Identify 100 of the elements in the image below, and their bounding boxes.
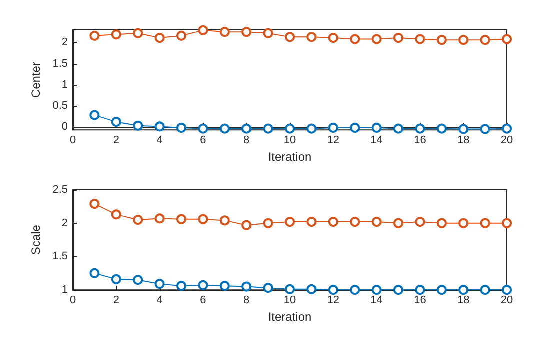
point — [242, 282, 252, 292]
x-tick-label: 20 — [500, 134, 514, 147]
point — [458, 35, 469, 46]
x-tick-label: 10 — [284, 294, 296, 307]
point — [328, 285, 338, 296]
point — [111, 210, 122, 220]
point — [502, 34, 512, 44]
point — [502, 285, 512, 296]
y-axis-title: Center — [28, 62, 43, 98]
point — [436, 124, 447, 134]
y-tick-label: 1 — [62, 284, 68, 296]
point — [263, 28, 274, 38]
x-tick-label: 0 — [70, 294, 76, 307]
x-tick-label: 16 — [414, 294, 426, 307]
point — [111, 30, 122, 40]
point — [154, 122, 165, 132]
point — [220, 281, 230, 292]
point — [154, 279, 165, 290]
point — [133, 120, 144, 131]
point — [458, 285, 469, 296]
x-tick-label: 0 — [70, 134, 76, 147]
point — [372, 217, 382, 228]
x-tick-label: 8 — [244, 294, 250, 307]
y-tick-label: 1 — [62, 78, 68, 91]
x-tick-label: 2 — [113, 294, 120, 307]
point — [111, 117, 122, 128]
point — [90, 268, 100, 278]
point — [394, 218, 404, 228]
x-tick-label: 4 — [156, 134, 163, 147]
point — [220, 124, 230, 134]
point — [480, 124, 490, 134]
y-tick-label: 1.5 — [52, 250, 68, 263]
point — [306, 32, 317, 42]
point — [328, 217, 338, 228]
y-tick-label: 0.5 — [52, 100, 68, 112]
y-tick-label: 1.5 — [52, 58, 68, 70]
point — [111, 274, 122, 284]
x-tick-label: 14 — [370, 294, 383, 307]
point — [90, 199, 100, 210]
point — [458, 218, 469, 228]
point — [394, 285, 404, 296]
point — [176, 122, 186, 133]
point — [502, 218, 512, 228]
x-tick-label: 12 — [327, 294, 340, 307]
point — [220, 216, 230, 226]
point — [372, 34, 382, 44]
x-tick-label: 6 — [200, 134, 206, 147]
point — [133, 28, 144, 38]
x-tick-label: 16 — [414, 134, 426, 147]
point — [154, 214, 165, 224]
y-axis-title: Scale — [28, 224, 43, 256]
point — [350, 217, 360, 228]
point — [263, 283, 274, 294]
point — [372, 122, 382, 133]
y-tick-label: 0 — [62, 121, 68, 134]
point — [350, 34, 360, 44]
point — [458, 124, 469, 134]
point — [242, 220, 252, 230]
x-tick-label: 8 — [244, 134, 250, 147]
point — [328, 122, 338, 133]
point — [436, 218, 447, 228]
point — [285, 124, 295, 134]
point — [350, 122, 360, 133]
x-tick-label: 2 — [113, 134, 120, 147]
point — [436, 35, 447, 46]
point — [133, 215, 144, 226]
point — [285, 32, 295, 42]
point — [198, 280, 208, 290]
point — [306, 284, 317, 294]
point — [176, 30, 186, 41]
point — [415, 217, 426, 228]
point — [176, 214, 186, 224]
point — [285, 217, 295, 228]
point — [263, 124, 274, 134]
point — [415, 34, 426, 44]
point — [306, 217, 317, 228]
point — [394, 124, 404, 134]
point — [436, 285, 447, 296]
point — [242, 124, 252, 134]
point — [372, 285, 382, 296]
x-tick-label: 18 — [457, 134, 470, 147]
point — [394, 33, 404, 44]
point — [198, 25, 208, 36]
point — [133, 275, 144, 286]
point — [328, 33, 338, 44]
x-tick-label: 6 — [200, 294, 206, 307]
x-axis-title: Iteration — [268, 310, 312, 324]
point — [502, 124, 512, 134]
point — [90, 110, 100, 120]
x-tick-label: 10 — [284, 134, 296, 147]
point — [415, 285, 426, 296]
x-tick-label: 18 — [457, 294, 470, 307]
x-tick-label: 12 — [327, 134, 340, 147]
y-tick-label: 2 — [62, 217, 68, 230]
point — [263, 218, 274, 228]
point — [242, 27, 252, 38]
point — [90, 30, 100, 41]
x-tick-label: 14 — [370, 134, 383, 147]
point — [198, 124, 208, 134]
point — [415, 124, 426, 134]
